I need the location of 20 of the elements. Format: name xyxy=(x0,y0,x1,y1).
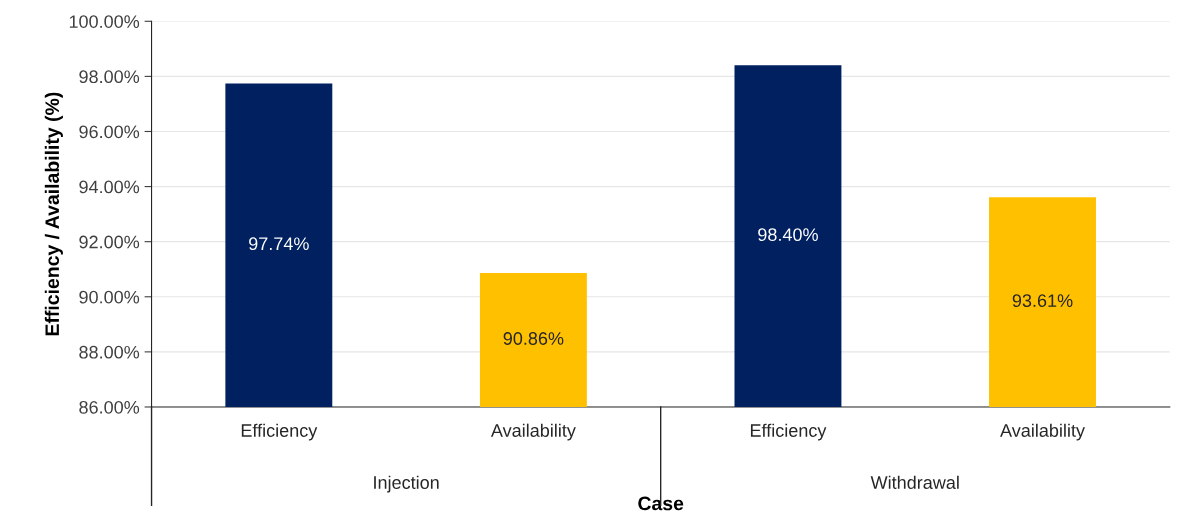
x-axis-title: Case xyxy=(638,496,684,511)
x-tick-label: Availability xyxy=(490,423,576,441)
x-tick-label: Efficiency xyxy=(750,423,827,441)
y-axis-title: Efficiency / Availability (%) xyxy=(44,92,63,336)
data-label: 98.40% xyxy=(758,228,818,242)
x-tick-label: Availability xyxy=(1000,423,1085,441)
data-label: 93.61% xyxy=(1012,294,1073,307)
text: Injection xyxy=(374,475,439,493)
y-tick-label: 100.00% xyxy=(69,15,140,28)
x-tick-label: Efficiency xyxy=(241,423,318,441)
y-tick-label: 94.00% xyxy=(79,180,140,194)
y-tick-label: 88.00% xyxy=(79,345,140,359)
y-tick-label: 92.00% xyxy=(79,235,140,249)
data-label: 97.74% xyxy=(249,237,309,251)
y-tick-label: 98.00% xyxy=(79,70,140,84)
y-tick-label: 96.00% xyxy=(79,125,140,139)
data-label: 90.86% xyxy=(503,332,564,345)
y-tick-label: 90.00% xyxy=(79,290,140,304)
text: Withdrawal xyxy=(870,475,959,489)
y-tick-label: 86.00% xyxy=(79,400,140,414)
